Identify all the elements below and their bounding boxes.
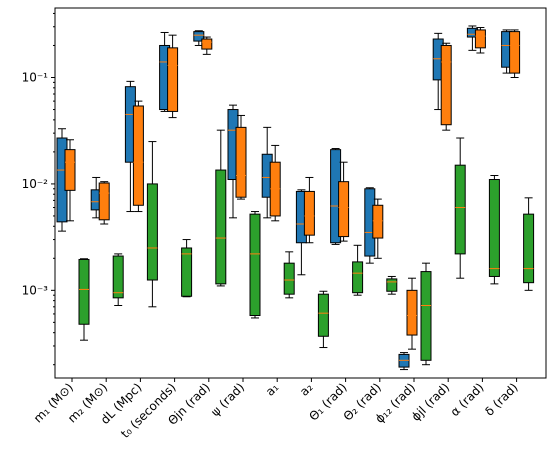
box-0-12 <box>466 25 478 51</box>
box-body <box>523 213 535 284</box>
box-body <box>317 293 329 337</box>
x-tick-label: α (rad) <box>448 380 487 419</box>
box-1-7 <box>303 176 315 244</box>
box-1-12 <box>474 27 486 54</box>
x-axis: m₁ (M⊙)m₂ (M⊙)dL (Mpc)t₀ (seconds)Θjn (r… <box>31 378 521 441</box>
box-body <box>235 126 247 198</box>
box-body <box>372 204 384 239</box>
box-1-6 <box>269 144 281 222</box>
box-0-10 <box>398 352 410 371</box>
box-2-9 <box>386 275 398 295</box>
box-body <box>440 44 452 126</box>
box-body <box>112 255 124 299</box>
x-tick-label: ϕjl (rad) <box>409 380 453 424</box>
box-1-8 <box>338 161 350 242</box>
box-2-12 <box>488 174 500 285</box>
box-1-11 <box>440 42 452 131</box>
box-body <box>181 247 193 297</box>
box-body <box>193 31 205 42</box>
box-1-13 <box>509 29 521 79</box>
y-tick-label: 10⁻¹ <box>22 71 49 85</box>
box-2-5 <box>249 211 261 319</box>
box-body <box>64 149 76 191</box>
box-1-0 <box>64 139 76 222</box>
box-body <box>488 179 500 277</box>
box-2-0 <box>78 258 90 341</box>
box-1-2 <box>132 100 144 213</box>
box-1-3 <box>167 34 179 119</box>
box-body <box>167 47 179 112</box>
box-1-10 <box>406 277 418 350</box>
box-2-8 <box>352 244 364 296</box>
box-body <box>146 183 158 281</box>
box-2-6 <box>283 251 295 299</box>
box-body <box>215 169 227 285</box>
box-body <box>406 289 418 336</box>
box-body <box>201 38 213 50</box>
box-2-10 <box>420 262 432 366</box>
box-2-1 <box>112 253 124 307</box>
box-2-7 <box>317 290 329 349</box>
box-body <box>98 182 110 221</box>
box-body <box>249 213 261 317</box>
boxes-layer <box>56 25 535 371</box>
box-body <box>132 105 144 206</box>
box-body <box>303 190 315 236</box>
box-2-13 <box>523 197 535 291</box>
box-1-9 <box>372 198 384 259</box>
box-body <box>386 278 398 292</box>
box-body <box>474 29 486 49</box>
x-tick-label: a₁ <box>263 380 282 399</box>
box-body <box>509 31 521 74</box>
box-1-4 <box>201 36 213 55</box>
box-2-2 <box>146 141 158 308</box>
box-1-1 <box>98 181 110 225</box>
box-1-5 <box>235 114 247 200</box>
box-2-3 <box>181 239 193 298</box>
box-body <box>352 261 364 294</box>
x-tick-label: a₂ <box>297 380 316 399</box>
x-tick-label: δ (rad) <box>482 380 520 418</box>
plot-frame <box>54 7 547 379</box>
box-body <box>78 258 90 325</box>
box-body <box>420 271 432 361</box>
box-body <box>454 164 466 255</box>
box-2-4 <box>215 129 227 287</box>
box-body <box>283 262 295 295</box>
box-body <box>338 181 350 238</box>
y-tick-label: 10⁻³ <box>22 283 49 297</box>
x-tick-label: ψ (rad) <box>208 380 247 419</box>
box-2-11 <box>454 137 466 279</box>
y-axis: 10⁻³ 10⁻² 10⁻¹ <box>22 12 55 366</box>
y-tick-label: 10⁻² <box>22 177 49 191</box>
